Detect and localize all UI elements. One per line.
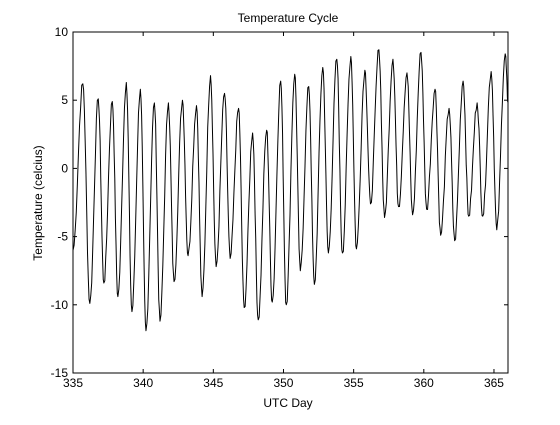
y-tick-label: 0 — [61, 161, 68, 175]
x-tick-label: 345 — [203, 376, 223, 390]
y-tick-label: -10 — [51, 298, 69, 312]
y-axis-label: Temperature (celcius) — [31, 145, 45, 260]
x-tick-label: 340 — [133, 376, 153, 390]
x-axis-label: UTC Day — [263, 396, 312, 410]
axes-box — [72, 31, 509, 374]
temperature-series-line — [72, 49, 509, 332]
x-tick-label: 355 — [344, 376, 364, 390]
y-tick-label: -15 — [51, 366, 69, 380]
y-tick-label: 5 — [61, 93, 68, 107]
x-tick-label: 350 — [273, 376, 293, 390]
plot-area: 335 340 345 350 355 360 365 -15 -10 -5 0 5 10 — [51, 25, 509, 390]
y-tick-label: -5 — [57, 230, 68, 244]
x-tick-label: 335 — [63, 376, 83, 390]
y-tick-label: 10 — [55, 25, 69, 39]
x-tick-label: 360 — [414, 376, 434, 390]
x-tick-label: 365 — [484, 376, 504, 390]
chart-title: Temperature Cycle — [238, 11, 339, 25]
